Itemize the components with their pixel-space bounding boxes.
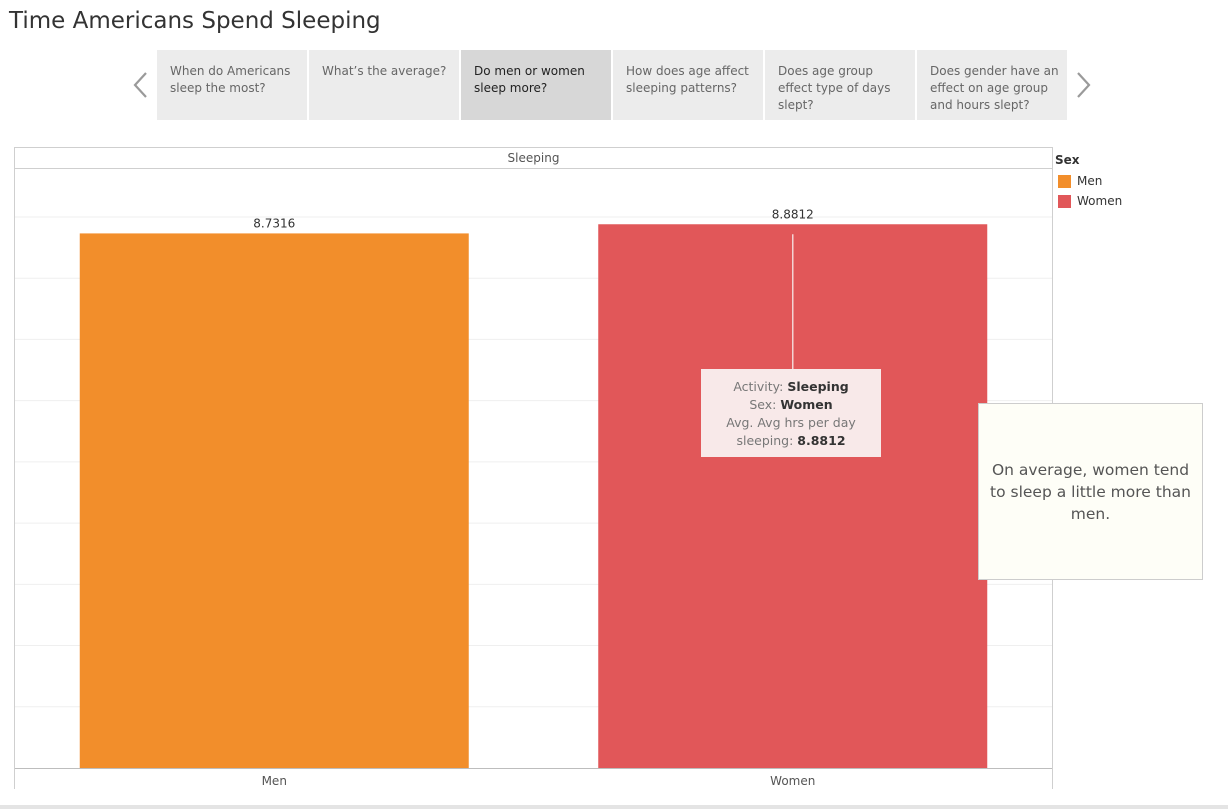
legend-item-men[interactable]: Men xyxy=(1055,171,1122,191)
story-point-label: Do men or women sleep more? xyxy=(474,64,585,95)
story-point-2[interactable]: What’s the average? xyxy=(309,50,459,120)
legend-item-women[interactable]: Women xyxy=(1055,191,1122,211)
story-point-label: What’s the average? xyxy=(322,64,447,78)
legend-swatch xyxy=(1058,174,1071,188)
tooltip-activity-label: Activity: xyxy=(733,379,784,394)
tooltip-measure-line: sleeping: 8.8812 xyxy=(707,432,875,450)
story-point-1[interactable]: When do Americans sleep the most? xyxy=(157,50,307,120)
next-story-point-button[interactable] xyxy=(1069,50,1099,120)
tooltip-measure-label-2: sleeping: xyxy=(736,433,794,448)
category-label-men: Men xyxy=(262,774,287,788)
tooltip-sex-label: Sex: xyxy=(749,397,777,412)
chevron-left-icon xyxy=(133,72,147,98)
page-title: Time Americans Spend Sleeping xyxy=(9,8,381,34)
legend-label: Women xyxy=(1077,194,1123,208)
column-header: Sleeping xyxy=(508,151,560,165)
story-point-label: How does age affect sleeping patterns? xyxy=(626,64,749,95)
legend-title: Sex xyxy=(1055,153,1080,167)
legend-label: Men xyxy=(1077,174,1103,188)
tooltip-sex-line: Sex: Women xyxy=(707,396,875,414)
annotation-text: On average, women tend to sleep a little… xyxy=(990,460,1191,523)
chevron-right-icon xyxy=(1077,72,1091,98)
story-point-label: Does gender have an effect on age group … xyxy=(930,64,1059,112)
bottom-divider xyxy=(0,805,1228,809)
tooltip-measure-value: 8.8812 xyxy=(797,433,846,448)
story-point-label: Does age group effect type of days slept… xyxy=(778,64,891,112)
category-label-women: Women xyxy=(770,774,815,788)
legend-swatch xyxy=(1058,194,1071,208)
story-point-6[interactable]: Does gender have an effect on age group … xyxy=(917,50,1067,120)
legend: Sex Men Women xyxy=(1055,153,1122,211)
story-navigator: When do Americans sleep the most? What’s … xyxy=(0,50,1228,120)
tooltip-activity-line: Activity: Sleeping xyxy=(707,378,875,396)
data-label-men: 8.7316 xyxy=(253,216,295,230)
story-point-3[interactable]: Do men or women sleep more? xyxy=(461,50,611,120)
tooltip-activity-value: Sleeping xyxy=(787,379,849,394)
story-point-label: When do Americans sleep the most? xyxy=(170,64,291,95)
bar-men[interactable] xyxy=(79,233,469,769)
tooltip-sex-value: Women xyxy=(780,397,833,412)
tooltip-measure-label: Avg. Avg hrs per day xyxy=(726,415,856,430)
story-point-4[interactable]: How does age affect sleeping patterns? xyxy=(613,50,763,120)
chart-area: Sleeping 8.7316 Men 8.8812 Women xyxy=(14,147,1053,789)
bar-tooltip: Activity: Sleeping Sex: Women Avg. Avg h… xyxy=(701,369,881,457)
bar-chart: Sleeping 8.7316 Men 8.8812 Women xyxy=(15,147,1052,788)
data-label-women: 8.8812 xyxy=(772,207,814,221)
annotation-box[interactable]: On average, women tend to sleep a little… xyxy=(978,403,1203,580)
story-point-5[interactable]: Does age group effect type of days slept… xyxy=(765,50,915,120)
prev-story-point-button[interactable] xyxy=(125,50,155,120)
